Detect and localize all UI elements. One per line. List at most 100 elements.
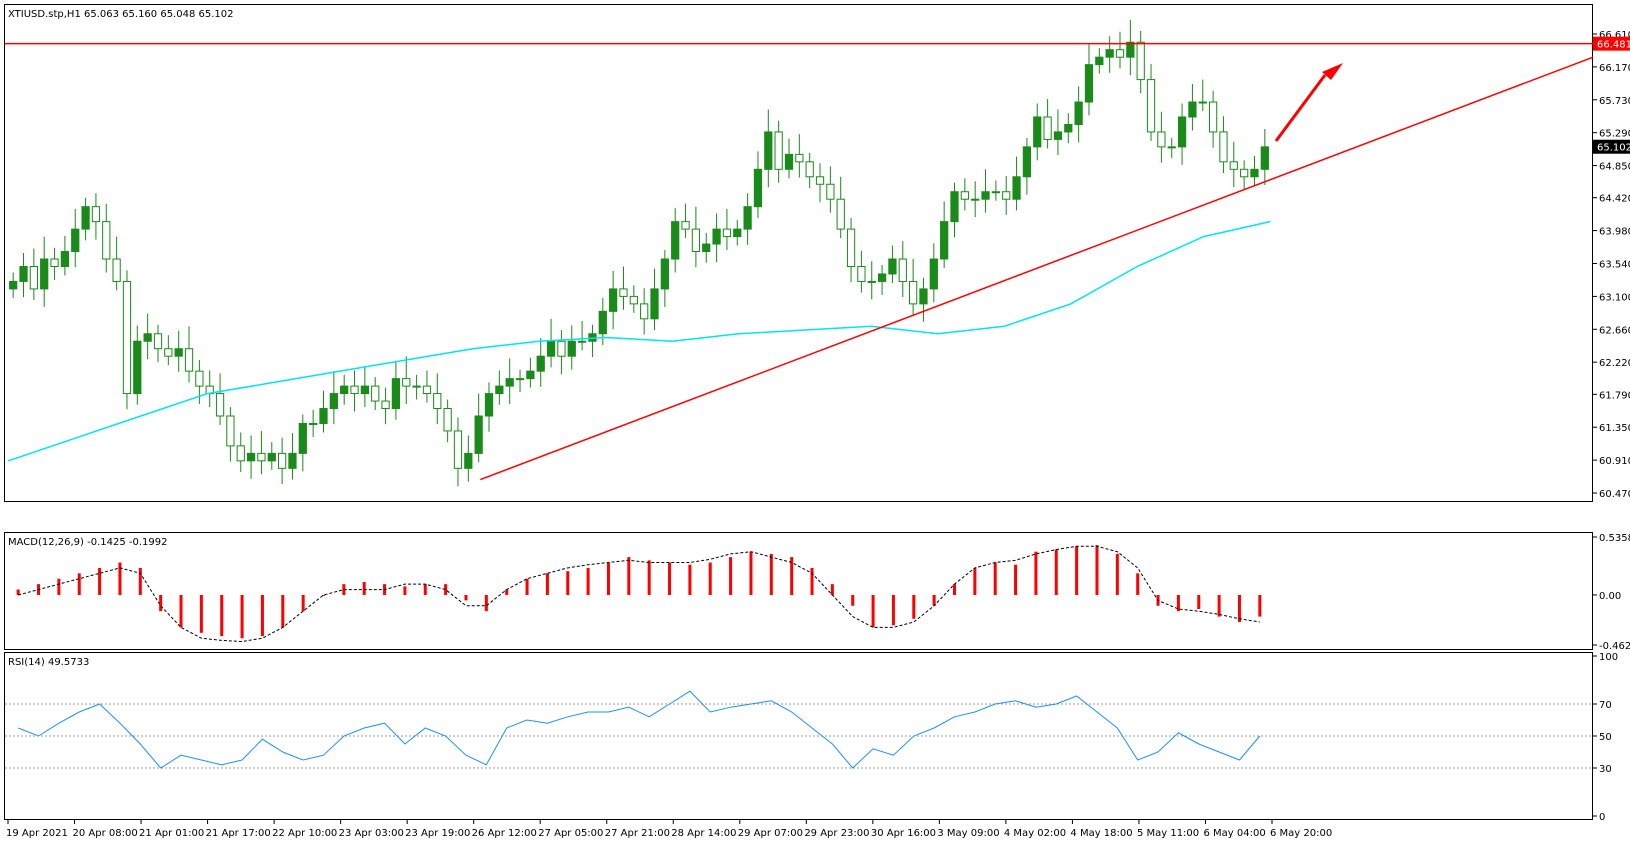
macd-bar (871, 594, 875, 628)
price-axis-tick-label: 64.850 (1599, 162, 1630, 173)
macd-bar (891, 594, 895, 626)
macd-bar (77, 573, 81, 595)
rsi-axis-tick-label: 70 (1599, 700, 1612, 711)
candle-body (1074, 101, 1083, 125)
candle-body (91, 206, 101, 223)
macd-panel-frame (4, 532, 1593, 650)
macd-bar (403, 586, 407, 595)
candle-body (929, 258, 938, 290)
rsi-panel-title: RSI(14) 49.5733 (8, 657, 89, 668)
rsi-levels (5, 703, 1593, 769)
candle-body (391, 378, 401, 410)
up-arrow (1274, 63, 1343, 142)
macd-bar (98, 567, 102, 595)
candle-body (1157, 131, 1166, 148)
candle-body (660, 258, 669, 290)
candle-body (753, 168, 763, 208)
candle-body (919, 288, 928, 305)
macd-bar (16, 589, 20, 595)
macd-bar (1095, 545, 1099, 595)
candle-body (143, 333, 152, 342)
macd-bar (647, 560, 651, 595)
candle-body (557, 340, 566, 357)
time-axis-label: 22 Apr 10:00 (272, 828, 337, 839)
time-axis-label: 30 Apr 16:00 (871, 828, 936, 839)
macd-bar (240, 594, 244, 639)
candle-body (702, 243, 711, 253)
rsi-axis-tick-label: 50 (1599, 732, 1612, 743)
macd-bar (912, 594, 916, 619)
price-axis-tick-label: 62.220 (1599, 358, 1630, 369)
candle-body (505, 378, 514, 387)
macd-bar (423, 584, 427, 595)
candle-body (329, 393, 338, 410)
macd-bar (566, 571, 570, 595)
macd-bar (830, 584, 834, 595)
candle-body (888, 258, 897, 275)
candle-body (764, 131, 773, 170)
candle-body (371, 385, 380, 402)
price-panel-frame (4, 4, 1593, 502)
price-axis-tick-label: 65.730 (1599, 96, 1630, 107)
candle-body (774, 131, 783, 170)
candle-body (278, 452, 287, 469)
macd-bar (1237, 594, 1241, 623)
candle-body (1053, 131, 1063, 140)
candle-body (1002, 191, 1011, 200)
candle-body (153, 333, 163, 350)
candle-body (298, 422, 307, 454)
candle-body (288, 452, 297, 469)
time-axis-label: 3 May 09:00 (937, 828, 999, 839)
time-axis-label: 29 Apr 23:00 (804, 828, 869, 839)
moving-average-line (7, 220, 1271, 462)
macd-bar (281, 594, 285, 628)
time-axis: 19 Apr 2021 20 Apr 08:00 21 Apr 01:00 21 Ap… (6, 820, 1332, 839)
candle-body (1105, 49, 1114, 58)
arrow-shaft (1274, 74, 1327, 142)
candle-body (1177, 116, 1187, 148)
candle-body (412, 385, 421, 388)
macd-bar (1054, 549, 1058, 595)
candle-body (857, 265, 866, 282)
candle-body (795, 153, 804, 163)
time-axis-label: 27 Apr 05:00 (538, 828, 603, 839)
candle-body (898, 258, 907, 282)
macd-bar (362, 581, 366, 595)
current-price-box (1593, 139, 1630, 154)
candle-body (309, 422, 318, 425)
rsi-axis-tick-label: 100 (1599, 652, 1618, 663)
time-axis-label: 20 Apr 08:00 (73, 828, 138, 839)
candle-body (350, 385, 359, 395)
candle-body (1260, 146, 1269, 170)
macd-bar (260, 594, 264, 637)
candle-body (360, 385, 369, 395)
macd-bar (545, 573, 549, 595)
candle-body (691, 228, 701, 253)
candle-body (609, 288, 618, 312)
trend-line (480, 56, 1594, 481)
macd-bar (627, 557, 631, 595)
candle-body (1033, 116, 1042, 148)
candle-body (526, 370, 535, 380)
candle-body (1136, 41, 1145, 81)
candle-body (226, 415, 235, 447)
arrow-head (1322, 63, 1343, 80)
macd-bar (1258, 594, 1262, 617)
candle-body (629, 295, 638, 305)
candle-body (1188, 101, 1197, 118)
candle-body (536, 355, 545, 372)
candle-body (495, 385, 504, 395)
candle-body (453, 430, 463, 469)
macd-histogram (16, 545, 1262, 639)
candle-body (112, 258, 121, 282)
candle-body (81, 206, 90, 230)
macd-bar (851, 594, 855, 606)
macd-bar (301, 594, 305, 612)
candle-body (122, 280, 132, 395)
candle-body (1146, 79, 1156, 133)
macd-bar (729, 557, 733, 595)
candle-body (1250, 168, 1259, 178)
time-axis-label: 4 May 18:00 (1070, 828, 1132, 839)
candlestick-series (9, 19, 1269, 487)
